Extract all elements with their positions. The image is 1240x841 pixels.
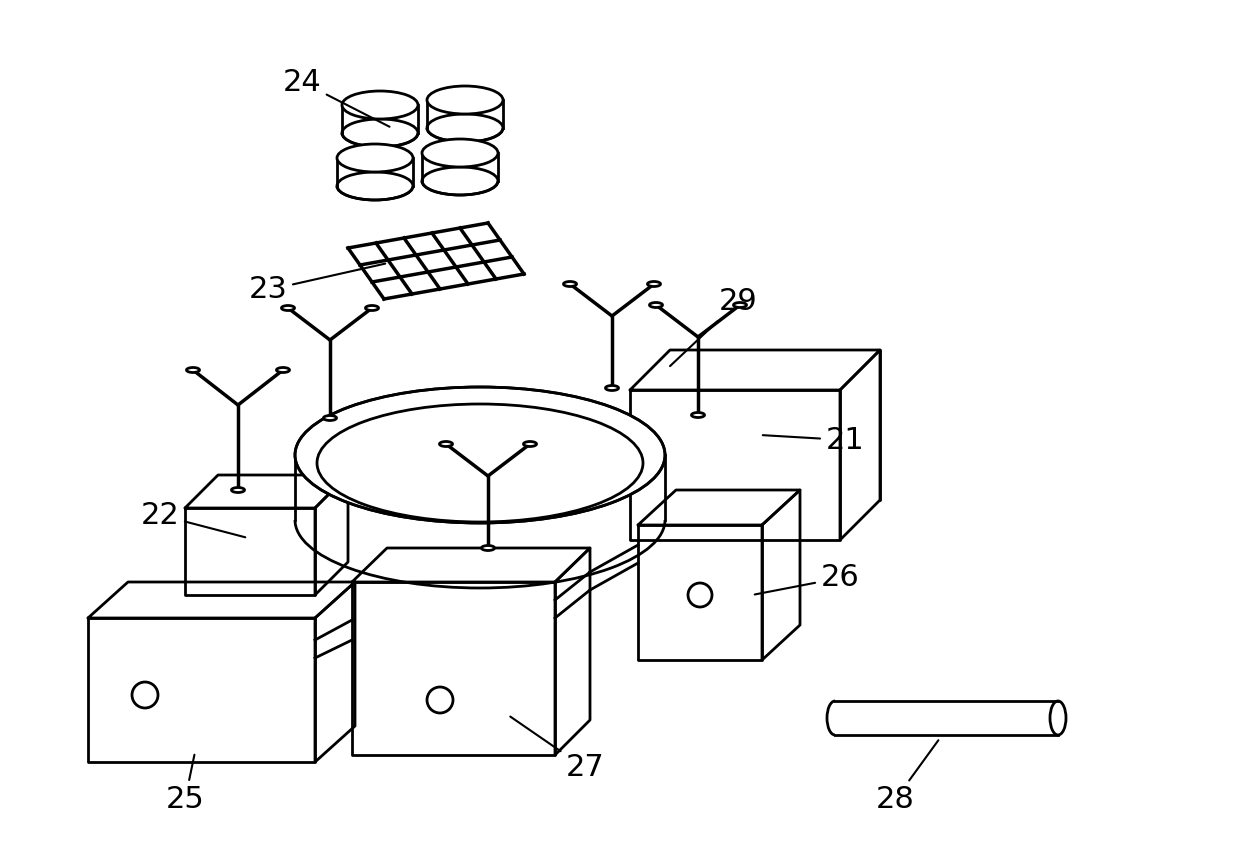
Ellipse shape bbox=[232, 488, 244, 493]
Text: 21: 21 bbox=[763, 426, 864, 454]
Text: 25: 25 bbox=[166, 754, 205, 814]
Polygon shape bbox=[88, 582, 355, 618]
Ellipse shape bbox=[427, 114, 503, 142]
Polygon shape bbox=[352, 548, 590, 582]
Text: 29: 29 bbox=[670, 288, 758, 366]
Ellipse shape bbox=[366, 305, 378, 310]
Ellipse shape bbox=[422, 167, 498, 195]
Polygon shape bbox=[185, 508, 315, 595]
Ellipse shape bbox=[277, 368, 289, 373]
Text: 23: 23 bbox=[248, 263, 386, 304]
Polygon shape bbox=[185, 475, 348, 508]
Polygon shape bbox=[639, 525, 763, 660]
Ellipse shape bbox=[650, 303, 662, 308]
Polygon shape bbox=[630, 390, 839, 540]
Ellipse shape bbox=[439, 442, 453, 447]
Ellipse shape bbox=[317, 404, 644, 522]
Ellipse shape bbox=[692, 412, 704, 417]
Ellipse shape bbox=[337, 144, 413, 172]
Ellipse shape bbox=[295, 387, 665, 523]
Ellipse shape bbox=[481, 546, 495, 551]
Ellipse shape bbox=[647, 282, 661, 287]
Ellipse shape bbox=[324, 415, 336, 420]
Ellipse shape bbox=[337, 172, 413, 200]
Text: 28: 28 bbox=[875, 740, 939, 814]
Polygon shape bbox=[639, 490, 800, 525]
Ellipse shape bbox=[422, 139, 498, 167]
Text: 22: 22 bbox=[140, 500, 246, 537]
Polygon shape bbox=[556, 548, 590, 755]
Polygon shape bbox=[670, 350, 880, 500]
Ellipse shape bbox=[186, 368, 200, 373]
Text: 24: 24 bbox=[283, 67, 389, 127]
Text: 26: 26 bbox=[755, 563, 859, 595]
Polygon shape bbox=[315, 475, 348, 595]
Ellipse shape bbox=[1050, 701, 1066, 735]
Text: 27: 27 bbox=[511, 717, 604, 782]
Polygon shape bbox=[763, 490, 800, 660]
Polygon shape bbox=[315, 582, 355, 762]
Ellipse shape bbox=[563, 282, 577, 287]
Polygon shape bbox=[835, 701, 1058, 735]
Polygon shape bbox=[839, 350, 880, 540]
Ellipse shape bbox=[342, 119, 418, 147]
Polygon shape bbox=[630, 350, 880, 390]
Ellipse shape bbox=[734, 303, 746, 308]
Ellipse shape bbox=[427, 86, 503, 114]
Ellipse shape bbox=[342, 91, 418, 119]
Polygon shape bbox=[88, 618, 315, 762]
Polygon shape bbox=[352, 582, 556, 755]
Ellipse shape bbox=[281, 305, 295, 310]
Ellipse shape bbox=[523, 442, 537, 447]
Ellipse shape bbox=[605, 385, 619, 390]
